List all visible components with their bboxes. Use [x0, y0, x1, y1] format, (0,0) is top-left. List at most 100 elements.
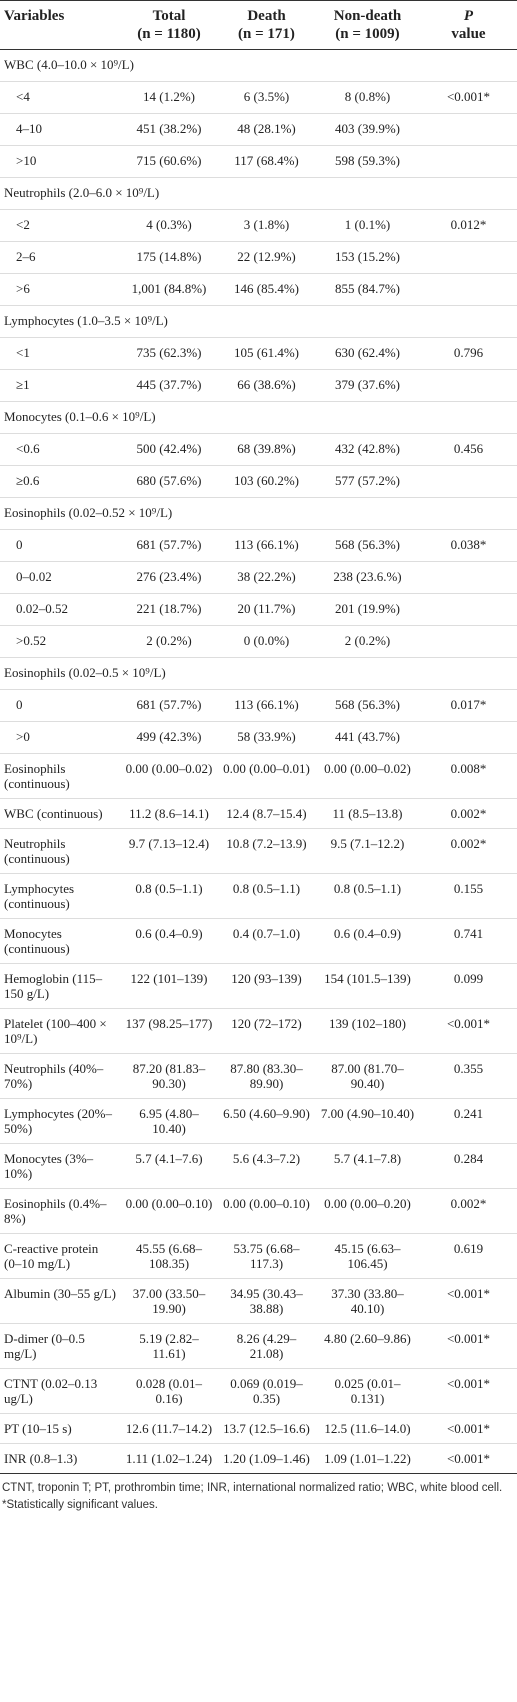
- table-cell: 276 (23.4%): [120, 561, 218, 594]
- table-cell: 5.7 (4.1–7.8): [315, 1143, 420, 1189]
- group-title: Lymphocytes (1.0–3.5 × 10⁹/L): [0, 305, 517, 338]
- table-cell: 0.00 (0.00–0.02): [120, 753, 218, 799]
- table-cell: 6 (3.5%): [218, 81, 315, 114]
- table-row: <2 4 (0.3%) 3 (1.8%) 1 (0.1%) 0.012*: [0, 209, 517, 242]
- table-cell: CTNT (0.02–0.13 ug/L): [0, 1368, 120, 1414]
- table-cell: 14 (1.2%): [120, 81, 218, 114]
- header-line: (n = 1180): [137, 26, 201, 42]
- table-cell: 0.00 (0.00–0.02): [315, 753, 420, 799]
- table-cell: D-dimer (0–0.5 mg/L): [0, 1323, 120, 1369]
- table-cell: 12.6 (11.7–14.2): [120, 1413, 218, 1444]
- table-cell: 0.456: [420, 433, 517, 466]
- table-cell: C-reactive protein (0–10 mg/L): [0, 1233, 120, 1279]
- table-cell: 1,001 (84.8%): [120, 273, 218, 306]
- table-cell: [420, 145, 517, 178]
- table-cell: 0.028 (0.01–0.16): [120, 1368, 218, 1414]
- group-row: Eosinophils (0.02–0.5 × 10⁹/L): [0, 657, 517, 690]
- table-cell: [420, 593, 517, 626]
- table-cell: <4: [0, 81, 120, 114]
- table-cell: 598 (59.3%): [315, 145, 420, 178]
- table-cell: 568 (56.3%): [315, 529, 420, 562]
- table-cell: 48 (28.1%): [218, 113, 315, 146]
- table-cell: 9.5 (7.1–12.2): [315, 828, 420, 874]
- footnote: CTNT, troponin T; PT, prothrombin time; …: [2, 1482, 503, 1494]
- table-cell: 8 (0.8%): [315, 81, 420, 114]
- group-row: Lymphocytes (1.0–3.5 × 10⁹/L): [0, 305, 517, 338]
- table-cell: 3 (1.8%): [218, 209, 315, 242]
- table-cell: 8.26 (4.29–21.08): [218, 1323, 315, 1369]
- table-cell: 0.069 (0.019–0.35): [218, 1368, 315, 1414]
- table-cell: <0.001*: [420, 81, 517, 114]
- table-cell: 5.6 (4.3–7.2): [218, 1143, 315, 1189]
- table-cell: 0.012*: [420, 209, 517, 242]
- table-cell: 630 (62.4%): [315, 337, 420, 370]
- table-cell: WBC (continuous): [0, 798, 120, 829]
- table-cell: 37.30 (33.80–40.10): [315, 1278, 420, 1324]
- table-row: PT (10–15 s) 12.6 (11.7–14.2) 13.7 (12.5–1…: [0, 1413, 517, 1444]
- table-cell: 568 (56.3%): [315, 689, 420, 722]
- table-cell: 0–0.02: [0, 561, 120, 594]
- table-cell: 432 (42.8%): [315, 433, 420, 466]
- table-cell: [420, 561, 517, 594]
- table-cell: 45.55 (6.68–108.35): [120, 1233, 218, 1279]
- table-row: Lymphocytes (20%–50%) 6.95 (4.80–10.40) 6.…: [0, 1098, 517, 1144]
- header-line: (n = 1009): [335, 26, 400, 42]
- group-row: Eosinophils (0.02–0.52 × 10⁹/L): [0, 497, 517, 530]
- header-line: P: [463, 8, 474, 24]
- table-cell: 122 (101–139): [120, 963, 218, 1009]
- table-cell: Neutrophils (40%–70%): [0, 1053, 120, 1099]
- table-cell: 9.7 (7.13–12.4): [120, 828, 218, 874]
- table-cell: >6: [0, 273, 120, 306]
- table-row: <4 14 (1.2%) 6 (3.5%) 8 (0.8%) <0.001*: [0, 81, 517, 114]
- table-cell: 154 (101.5–139): [315, 963, 420, 1009]
- table-cell: 0.099: [420, 963, 517, 1009]
- table-cell: 58 (33.9%): [218, 721, 315, 754]
- table-cell: 221 (18.7%): [120, 593, 218, 626]
- table-cell: 441 (43.7%): [315, 721, 420, 754]
- table-cell: 120 (93–139): [218, 963, 315, 1009]
- table-row: Lymphocytes (continuous) 0.8 (0.5–1.1) 0.8…: [0, 873, 517, 919]
- table-cell: 0.002*: [420, 798, 517, 829]
- table-cell: >10: [0, 145, 120, 178]
- table-cell: <0.001*: [420, 1008, 517, 1054]
- table-row: Hemoglobin (115–150 g/L) 122 (101–139) 120…: [0, 963, 517, 1009]
- header-cell: Death (n = 171): [218, 0, 315, 50]
- table-row: 2–6 175 (14.8%) 22 (12.9%) 153 (15.2%): [0, 241, 517, 274]
- table-cell: 577 (57.2%): [315, 465, 420, 498]
- table-cell: 11.2 (8.6–14.1): [120, 798, 218, 829]
- table-cell: 0.741: [420, 918, 517, 964]
- table-cell: 0.355: [420, 1053, 517, 1099]
- table-cell: <1: [0, 337, 120, 370]
- table-cell: 451 (38.2%): [120, 113, 218, 146]
- table-cell: 0.002*: [420, 828, 517, 874]
- table-row: Platelet (100–400 × 10⁹/L) 137 (98.25–177…: [0, 1008, 517, 1054]
- table-row: INR (0.8–1.3) 1.11 (1.02–1.24) 1.20 (1.09–…: [0, 1443, 517, 1474]
- table-cell: 10.8 (7.2–13.9): [218, 828, 315, 874]
- table-cell: 45.15 (6.63–106.45): [315, 1233, 420, 1279]
- table-cell: 20 (11.7%): [218, 593, 315, 626]
- table-cell: [420, 721, 517, 754]
- table-cell: 12.5 (11.6–14.0): [315, 1413, 420, 1444]
- data-table: Variables Total (n = 1180) Death (n = 171) No…: [0, 0, 517, 1474]
- header-line: Total: [152, 8, 186, 24]
- group-title: WBC (4.0–10.0 × 10⁹/L): [0, 49, 517, 82]
- table-cell: INR (0.8–1.3): [0, 1443, 120, 1474]
- table-cell: 34.95 (30.43–38.88): [218, 1278, 315, 1324]
- header-cell: Total (n = 1180): [120, 0, 218, 50]
- table-cell: <0.6: [0, 433, 120, 466]
- table-row: ≥1 445 (37.7%) 66 (38.6%) 379 (37.6%): [0, 369, 517, 402]
- table-cell: ≥1: [0, 369, 120, 402]
- table-cell: 38 (22.2%): [218, 561, 315, 594]
- table-row: >6 1,001 (84.8%) 146 (85.4%) 855 (84.7%): [0, 273, 517, 306]
- table-cell: 0.4 (0.7–1.0): [218, 918, 315, 964]
- table-cell: Monocytes (3%–10%): [0, 1143, 120, 1189]
- header-line: (n = 171): [238, 26, 295, 42]
- table-cell: 6.50 (4.60–9.90): [218, 1098, 315, 1144]
- table-cell: 53.75 (6.68–117.3): [218, 1233, 315, 1279]
- group-row: Monocytes (0.1–0.6 × 10⁹/L): [0, 401, 517, 434]
- table-cell: 499 (42.3%): [120, 721, 218, 754]
- table-cell: <0.001*: [420, 1278, 517, 1324]
- table-cell: 855 (84.7%): [315, 273, 420, 306]
- table-cell: Neutrophils (continuous): [0, 828, 120, 874]
